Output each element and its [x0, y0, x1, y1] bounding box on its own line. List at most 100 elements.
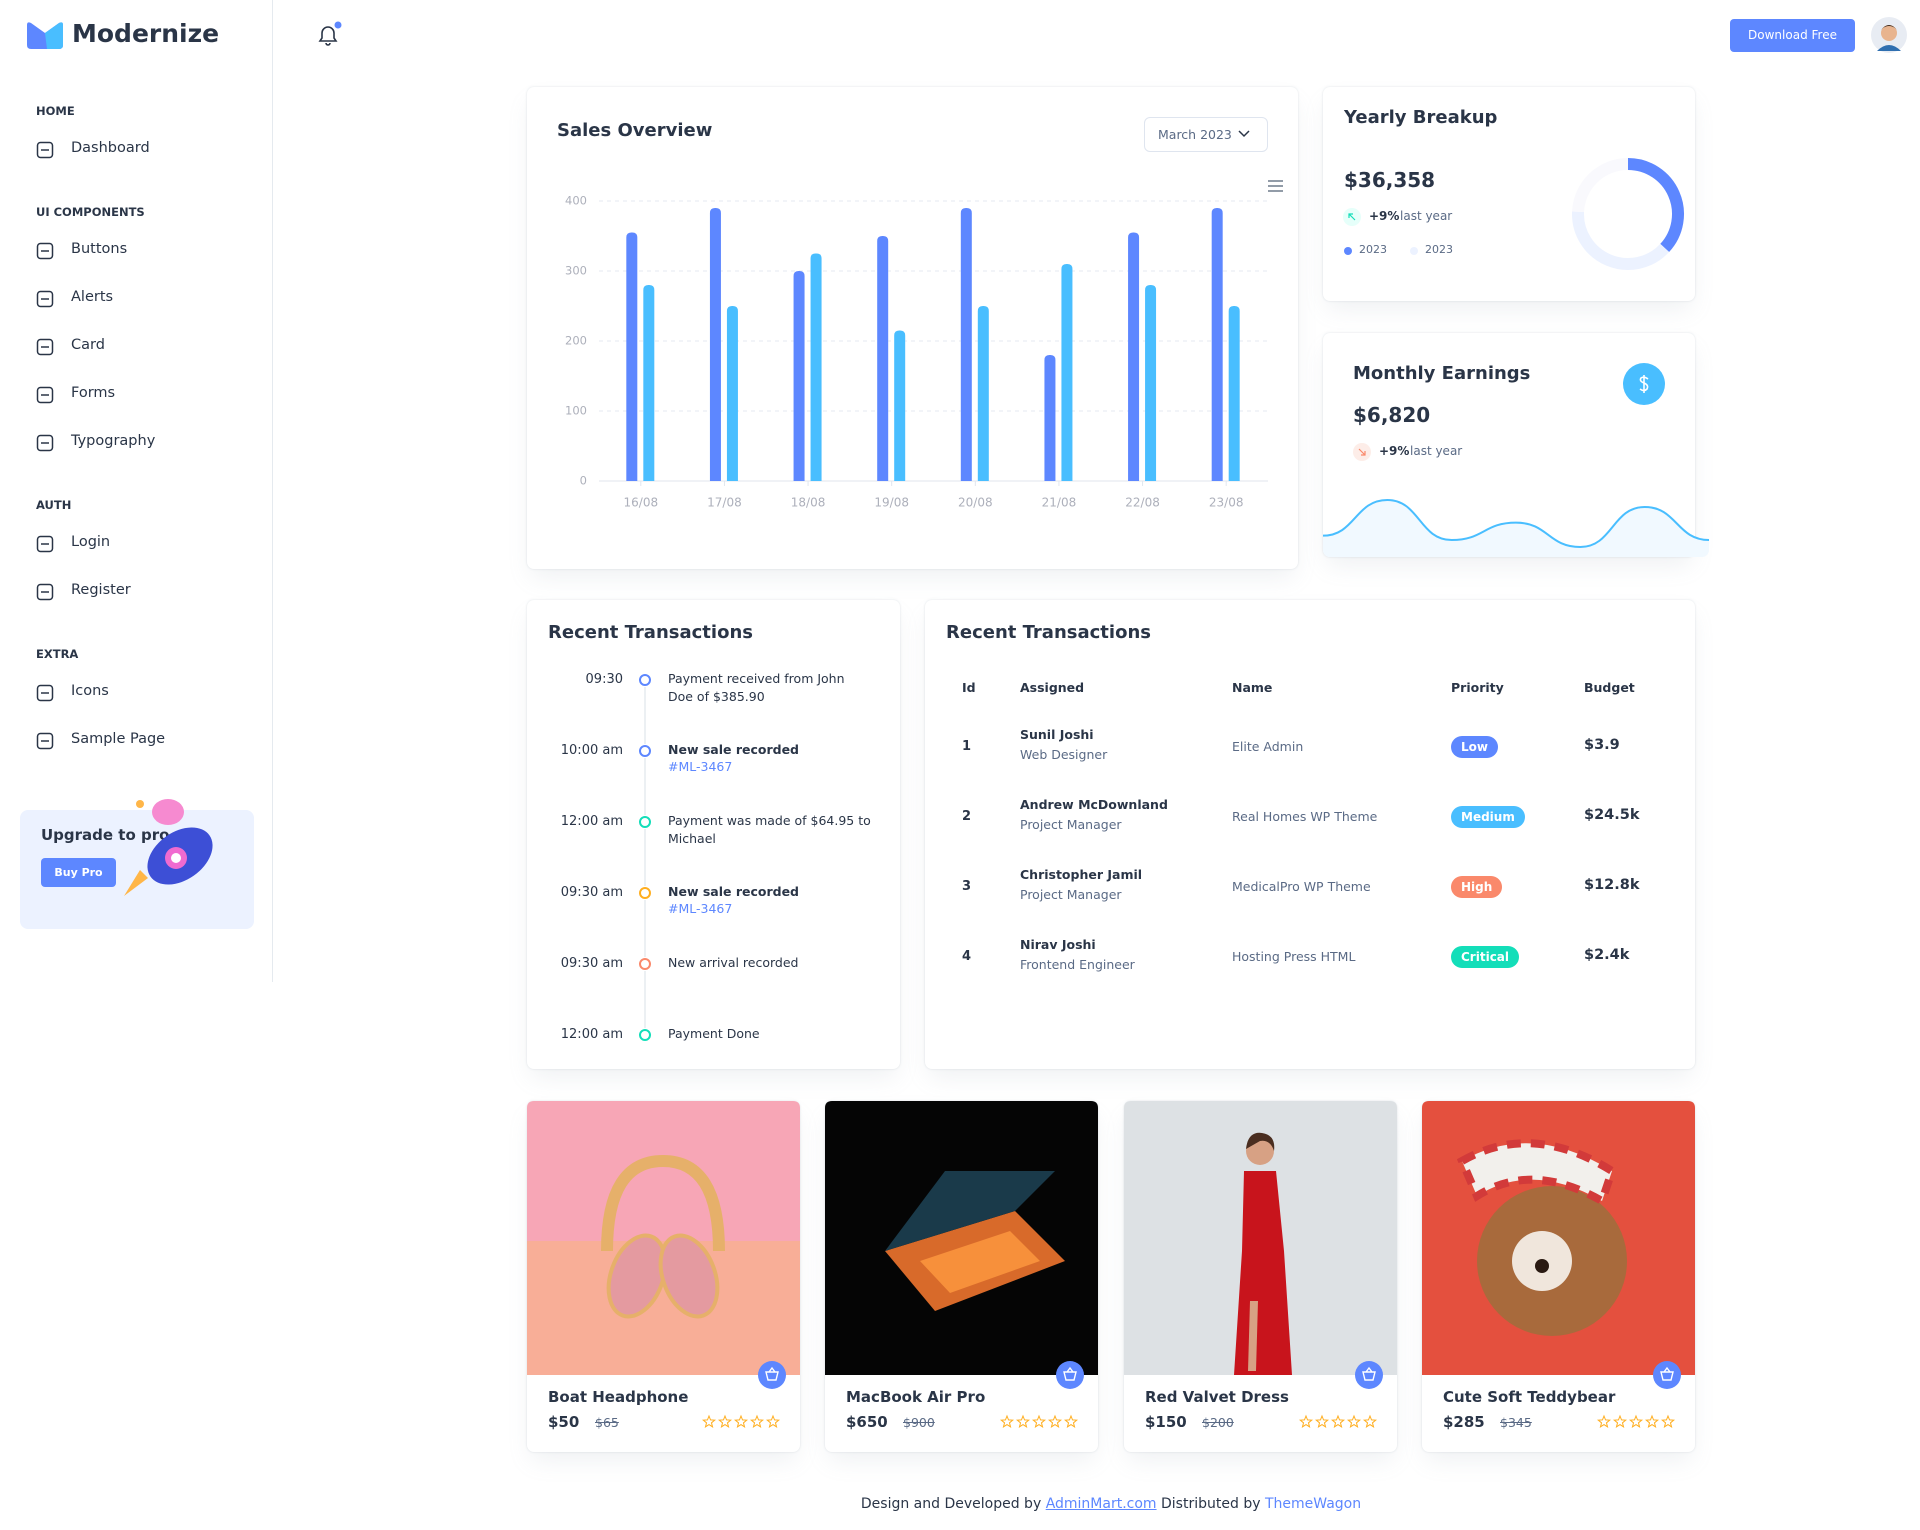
- timeline-card: [527, 600, 900, 1069]
- y-tick-label: 300: [565, 264, 587, 278]
- brand-name[interactable]: Modernize: [72, 19, 220, 48]
- footer-text: Distributed by: [1161, 1496, 1261, 1512]
- footer-link[interactable]: ThemeWagon: [1264, 1496, 1362, 1512]
- cell-role: Project Manager: [1020, 817, 1122, 832]
- card-title: Monthly Earnings: [1353, 363, 1531, 384]
- priority-badge: Low: [1451, 736, 1498, 758]
- table-header: Priority: [1451, 680, 1504, 695]
- chart-menu-icon: [1268, 180, 1283, 192]
- x-tick-label: 16/08: [624, 496, 659, 510]
- nav-section-title: EXTRA: [36, 647, 79, 661]
- buy-pro-button[interactable]: Buy Pro: [41, 858, 116, 887]
- product-name[interactable]: Boat Headphone: [548, 1388, 689, 1406]
- star: [701, 1414, 717, 1428]
- cell-role: Frontend Engineer: [1020, 957, 1135, 972]
- nav-item[interactable]: Buttons: [71, 241, 128, 257]
- nav-item[interactable]: Icons: [71, 683, 109, 699]
- logo-shape: [45, 22, 63, 49]
- download-button[interactable]: Download Free: [1730, 19, 1855, 52]
- bar: [810, 253, 822, 481]
- bar: [643, 285, 655, 481]
- cell-budget: $3.9: [1584, 737, 1620, 753]
- cart-bg: [758, 1361, 786, 1389]
- nav-item[interactable]: Forms: [71, 385, 116, 401]
- nav-item[interactable]: Sample Page: [71, 731, 166, 747]
- nav-item[interactable]: Alerts: [71, 289, 114, 305]
- x-tick-label: 22/08: [1125, 496, 1160, 510]
- star: [765, 1414, 781, 1428]
- nav-icon: [36, 141, 54, 159]
- product-price: $285: [1443, 1413, 1485, 1431]
- product-price: $150: [1145, 1413, 1187, 1431]
- rocket-flame: [124, 870, 148, 896]
- upgrade-title: Upgrade to pro: [41, 826, 170, 844]
- icon-shape: [36, 386, 54, 404]
- earnings-icon: [1623, 363, 1665, 405]
- cell-name: Elite Admin: [1232, 739, 1304, 754]
- product-image: [1422, 1101, 1695, 1375]
- donut-slice: [1572, 211, 1670, 270]
- product-image: [825, 1101, 1098, 1375]
- table-header: Id: [962, 680, 976, 695]
- icon-shape: [36, 583, 54, 601]
- table-header: Budget: [1584, 680, 1635, 695]
- cart-button[interactable]: [758, 1361, 786, 1389]
- nav-item[interactable]: Login: [71, 534, 111, 550]
- product-name[interactable]: Red Valvet Dress: [1145, 1388, 1289, 1406]
- footer-link[interactable]: AdminMart.com: [1045, 1496, 1157, 1512]
- nav-item[interactable]: Card: [71, 337, 105, 353]
- icon-shape: [36, 434, 54, 452]
- period-dropdown[interactable]: March 2023: [1144, 117, 1268, 152]
- timeline-link[interactable]: #ML-3467: [668, 901, 733, 916]
- nav-icon: [36, 290, 54, 308]
- timeline-link[interactable]: #ML-3467: [668, 759, 733, 774]
- star: [749, 1414, 765, 1428]
- earcup: [606, 1233, 668, 1319]
- cart-button[interactable]: [1355, 1361, 1383, 1389]
- cart-icon: [765, 1366, 779, 1381]
- icon-shape: [36, 684, 54, 702]
- star: [1660, 1414, 1676, 1428]
- nav-icon: [36, 583, 54, 601]
- nav-item[interactable]: Register: [71, 582, 131, 598]
- product-name[interactable]: MacBook Air Pro: [846, 1388, 986, 1406]
- x-tick-label: 20/08: [958, 496, 993, 510]
- avatar-body: [1877, 45, 1901, 51]
- nav-item[interactable]: Dashboard: [71, 140, 150, 156]
- change-arrow: [1358, 448, 1366, 456]
- star: [1362, 1414, 1378, 1428]
- bar: [1145, 285, 1157, 481]
- bar: [960, 208, 972, 481]
- cart-button[interactable]: [1056, 1361, 1084, 1389]
- donut-slice: [1627, 158, 1684, 253]
- timeline-text: New sale recorded: [668, 742, 800, 757]
- notification-dot: [334, 21, 342, 29]
- star: [1330, 1414, 1346, 1428]
- cell-id: 3: [962, 879, 972, 894]
- cell-id: 1: [962, 739, 972, 754]
- bar: [877, 236, 889, 481]
- priority-badge: Medium: [1451, 806, 1525, 828]
- star: [1596, 1414, 1612, 1428]
- change-note: last year: [1400, 209, 1453, 223]
- nav-icon: [36, 338, 54, 356]
- logo-icon: [27, 22, 63, 49]
- rocket-illustration: [124, 799, 213, 896]
- timeline-dot: [639, 958, 651, 970]
- nav-item[interactable]: Typography: [71, 433, 156, 449]
- bar: [1044, 355, 1056, 481]
- leg: [1248, 1301, 1258, 1371]
- priority-badge: High: [1451, 876, 1503, 898]
- cell-budget: $2.4k: [1584, 947, 1630, 963]
- footer-text: Design and Developed by: [860, 1496, 1042, 1512]
- product-name[interactable]: Cute Soft Teddybear: [1443, 1388, 1616, 1406]
- bar: [894, 330, 906, 481]
- nav-icon: [36, 434, 54, 452]
- legend-label: 2023: [1359, 243, 1387, 256]
- priority-badge: Critical: [1451, 946, 1520, 968]
- cart-bg: [1056, 1361, 1084, 1389]
- bar: [1061, 264, 1073, 481]
- timeline-time: 09:30 am: [560, 885, 623, 900]
- keyboard-glow: [920, 1231, 1040, 1293]
- cart-button[interactable]: [1653, 1361, 1681, 1389]
